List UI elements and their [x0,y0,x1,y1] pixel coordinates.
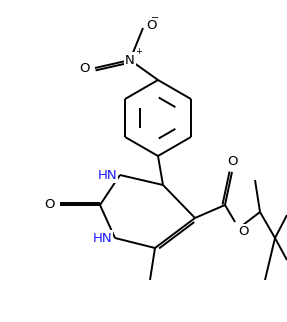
Text: N: N [125,53,135,67]
Text: HN: HN [97,168,117,182]
Text: O: O [238,225,249,238]
Text: O: O [146,18,156,32]
Text: O: O [79,62,90,74]
Text: −: − [151,13,159,23]
Text: O: O [44,198,55,212]
Text: O: O [227,155,237,168]
Text: +: + [135,47,142,56]
Text: HN: HN [92,232,112,244]
